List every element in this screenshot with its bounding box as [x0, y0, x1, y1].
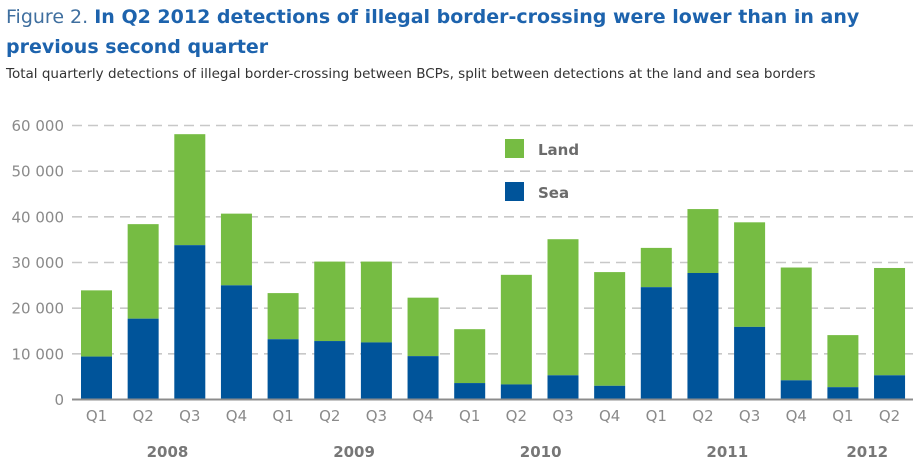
bar-sea: [780, 380, 812, 400]
y-tick-label: 50 000: [12, 163, 65, 181]
bar-land: [220, 213, 252, 286]
x-tick-label: Q1: [272, 407, 293, 425]
bar-sea: [220, 285, 252, 400]
x-tick-label: Q3: [739, 407, 760, 425]
bar-land: [734, 222, 766, 327]
bar-land: [81, 290, 112, 357]
bar-sea: [314, 341, 346, 400]
bar-land: [687, 209, 719, 274]
bar-sea: [874, 375, 906, 400]
bar-sea: [407, 356, 439, 400]
bar-sea: [734, 326, 766, 400]
x-tick-label: Q4: [412, 407, 433, 425]
x-tick-label: Q3: [179, 407, 200, 425]
year-label: 2011: [706, 443, 748, 461]
x-tick-label: Q2: [319, 407, 340, 425]
bar-land: [407, 297, 439, 357]
bar-sea: [827, 387, 859, 400]
x-tick-label: Q2: [506, 407, 527, 425]
bar-land: [874, 267, 906, 376]
bar-land: [174, 134, 206, 246]
bar-land: [640, 247, 672, 288]
figure-number: Figure 2.: [6, 6, 89, 28]
year-label: 2009: [333, 443, 375, 461]
y-axis: 0 10 000 20 000 30 000 40 000 50 000 60 000: [12, 117, 65, 409]
legend-swatch-land: [505, 139, 524, 158]
y-tick-label: 60 000: [12, 117, 65, 135]
bar-sea: [127, 318, 159, 400]
x-tick-label: Q3: [366, 407, 387, 425]
x-tick-label: Q1: [86, 407, 107, 425]
bar-land: [500, 274, 532, 385]
bar-sea: [81, 356, 112, 400]
bar-land: [780, 267, 812, 381]
legend: Land Sea: [505, 139, 579, 202]
figure-subtitle: Total quarterly detections of illegal bo…: [6, 66, 816, 82]
bar-sea: [547, 375, 579, 400]
x-tick-label: Q2: [879, 407, 900, 425]
bar-sea: [687, 273, 719, 400]
x-tick-label: Q1: [646, 407, 667, 425]
y-tick-label: 20 000: [12, 300, 65, 318]
bar-sea: [594, 385, 626, 400]
bar-sea: [500, 384, 532, 400]
bar-sea: [640, 287, 672, 400]
figure-headline: In Q2 2012 detections of illegal border-…: [6, 6, 860, 58]
year-label: 2010: [520, 443, 562, 461]
bar-sea: [267, 339, 299, 400]
x-tick-label: Q3: [552, 407, 573, 425]
bar-land: [827, 335, 859, 388]
bars: [81, 134, 906, 400]
x-tick-label: Q2: [132, 407, 153, 425]
bar-land: [267, 293, 299, 340]
x-tick-label: Q4: [786, 407, 807, 425]
bar-land: [360, 261, 392, 343]
bar-land: [127, 224, 159, 319]
bar-land: [594, 272, 626, 386]
bar-land: [454, 329, 486, 384]
x-tick-label: Q2: [692, 407, 713, 425]
x-tick-label: Q4: [226, 407, 247, 425]
legend-label-land: Land: [538, 141, 579, 159]
legend-swatch-sea: [505, 182, 524, 201]
bar-land: [314, 261, 346, 342]
bar-sea: [174, 245, 206, 400]
x-axis: Q1 Q2 Q3 Q4 Q1 Q2 Q3 Q4 Q1 Q2 Q3 Q4 Q1 Q2 Q3 Q4 Q1 Q2 2008…: [72, 398, 913, 461]
x-tick-label: Q1: [832, 407, 853, 425]
x-tick-label: Q1: [459, 407, 480, 425]
y-tick-label: 40 000: [12, 208, 65, 226]
legend-label-sea: Sea: [538, 184, 569, 202]
gridlines: [72, 124, 913, 355]
bar-sea: [454, 383, 486, 400]
y-tick-label: 10 000: [12, 345, 65, 363]
bar-sea: [360, 342, 392, 400]
year-label: 2012: [846, 443, 888, 461]
y-tick-label: 0: [54, 391, 64, 409]
x-tick-label: Q4: [599, 407, 620, 425]
figure-title: Figure 2. In Q2 2012 detections of illeg…: [6, 2, 906, 62]
bar-land: [547, 239, 579, 376]
year-label: 2008: [147, 443, 189, 461]
y-tick-label: 30 000: [12, 254, 65, 272]
